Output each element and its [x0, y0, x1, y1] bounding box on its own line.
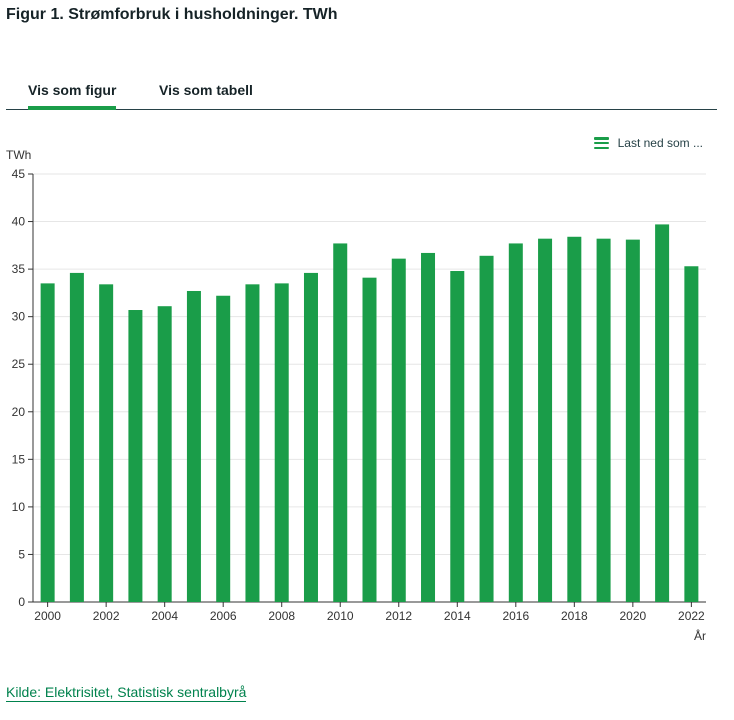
- menu-icon: [593, 137, 609, 149]
- bar-2013: [421, 252, 436, 602]
- bar-2022: [684, 266, 699, 602]
- x-tick-label: 2012: [385, 609, 412, 623]
- x-tick-label: 2002: [93, 609, 120, 623]
- x-tick-label: 2000: [34, 609, 61, 623]
- x-tick-label: 2008: [268, 609, 295, 623]
- x-axis-label: År: [694, 628, 706, 643]
- y-tick-label: 5: [18, 547, 25, 561]
- bar-2012: [391, 258, 406, 602]
- bar-2021: [655, 224, 670, 603]
- x-tick-label: 2016: [502, 609, 529, 623]
- x-tick-label: 2018: [561, 609, 588, 623]
- x-tick-label: 2004: [151, 609, 178, 623]
- figure-title: Figur 1. Strømforbruk i husholdninger. T…: [6, 6, 338, 23]
- bar-2017: [538, 238, 553, 603]
- y-tick-label: 0: [18, 595, 25, 609]
- x-tick-label: 2014: [444, 609, 471, 623]
- y-axis-label: TWh: [6, 148, 31, 162]
- source-link[interactable]: Kilde: Elektrisitet, Statistisk sentralb…: [6, 684, 247, 702]
- y-tick-label: 30: [12, 310, 26, 324]
- download-label: Last ned som ...: [617, 136, 703, 150]
- y-tick-label: 15: [12, 452, 26, 466]
- bar-chart: 0 5 10 15 20 25 30 35 40 45 TWh 2000 2002 2004 2006 200…: [6, 148, 706, 643]
- bar-2015: [479, 255, 494, 602]
- bar-2006: [216, 295, 231, 602]
- download-menu-button[interactable]: Last ned som ...: [593, 136, 703, 150]
- tab-show-table[interactable]: Vis som tabell: [159, 82, 253, 98]
- bar-2008: [274, 283, 289, 602]
- bar-2014: [450, 271, 465, 602]
- bar-2010: [333, 243, 348, 602]
- bar-2020: [625, 239, 640, 603]
- y-tick-label: 45: [12, 167, 26, 181]
- y-tick-label: 40: [12, 215, 26, 229]
- tab-show-figure[interactable]: Vis som figur: [28, 82, 117, 110]
- y-tick-label: 10: [12, 500, 26, 514]
- bar-2003: [128, 310, 143, 602]
- view-tabs: Vis som figur Vis som tabell: [6, 82, 717, 110]
- bar-2018: [567, 236, 582, 603]
- bar-2009: [303, 272, 318, 602]
- y-tick-label: 35: [12, 262, 26, 276]
- bar-2007: [245, 284, 260, 602]
- x-tick-label: 2020: [619, 609, 646, 623]
- bar-2001: [69, 272, 84, 602]
- bar-2000: [40, 283, 55, 602]
- x-tick-label: 2022: [678, 609, 705, 623]
- y-tick-label: 20: [12, 405, 26, 419]
- x-tick-label: 2010: [327, 609, 354, 623]
- x-tick-label: 2006: [210, 609, 237, 623]
- bar-2019: [596, 238, 611, 603]
- bar-2005: [186, 290, 201, 602]
- bar-2002: [99, 284, 114, 602]
- bar-2011: [362, 277, 377, 602]
- y-tick-label: 25: [12, 357, 26, 371]
- bar-2016: [508, 243, 523, 602]
- bar-2004: [157, 306, 172, 602]
